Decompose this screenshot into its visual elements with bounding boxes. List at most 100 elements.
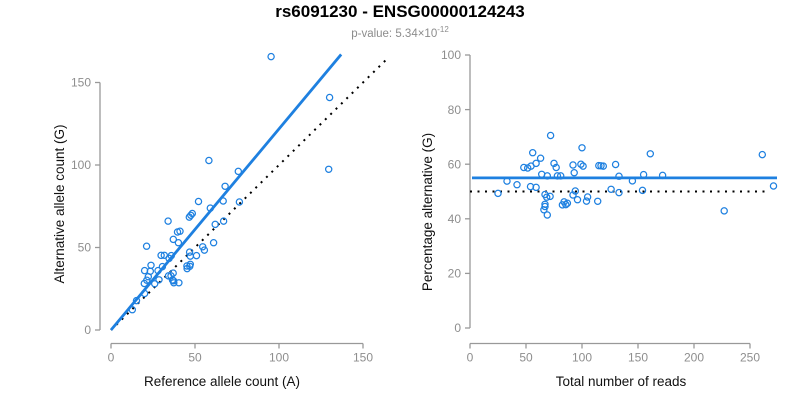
data-point bbox=[607, 185, 615, 194]
data-point bbox=[546, 131, 555, 140]
y-tick-label: 100 bbox=[71, 158, 91, 172]
data-point bbox=[144, 272, 153, 281]
data-point bbox=[582, 197, 591, 205]
data-point bbox=[541, 202, 549, 211]
data-points bbox=[128, 52, 334, 314]
data-point bbox=[523, 164, 532, 172]
y-tick-label: 40 bbox=[448, 212, 462, 226]
data-point bbox=[132, 296, 141, 305]
data-point bbox=[188, 209, 197, 218]
data-point bbox=[324, 165, 333, 174]
data-point bbox=[542, 193, 551, 201]
data-point bbox=[639, 170, 648, 179]
pvalue-text: p-value: 5.34×10 bbox=[351, 28, 438, 40]
data-point bbox=[573, 195, 582, 204]
data-point bbox=[553, 172, 562, 180]
data-point bbox=[211, 220, 219, 229]
data-point bbox=[552, 163, 560, 172]
data-point bbox=[325, 93, 334, 102]
x-tick-label: 0 bbox=[467, 351, 474, 365]
data-point bbox=[615, 172, 623, 180]
left-plot: 0 50 100 150 0 50 100 150 Reference allele count… bbox=[52, 52, 389, 389]
x-tick-label: 150 bbox=[353, 351, 373, 365]
data-point bbox=[638, 186, 647, 195]
data-point bbox=[543, 211, 552, 219]
data-point bbox=[200, 246, 209, 254]
data-point bbox=[563, 199, 572, 207]
data-point bbox=[494, 189, 502, 198]
data-point bbox=[157, 251, 165, 260]
x-tick-label: 200 bbox=[684, 351, 704, 365]
data-point bbox=[720, 207, 728, 215]
data-point bbox=[546, 192, 554, 201]
data-point bbox=[267, 52, 275, 61]
x-tick-label: 50 bbox=[519, 351, 533, 365]
x-tick-label: 100 bbox=[269, 351, 289, 365]
data-point bbox=[150, 280, 159, 288]
y-tick-label: 0 bbox=[454, 321, 461, 335]
x-tick-label: 150 bbox=[628, 351, 648, 365]
x-tick-label: 0 bbox=[108, 351, 115, 365]
data-point bbox=[155, 276, 163, 284]
data-point bbox=[176, 227, 184, 235]
data-point bbox=[128, 305, 137, 314]
x-tick-label: 100 bbox=[572, 351, 592, 365]
data-point bbox=[562, 200, 570, 209]
data-point bbox=[185, 248, 194, 256]
data-point bbox=[167, 251, 176, 260]
data-point bbox=[577, 160, 585, 168]
data-point bbox=[143, 276, 151, 284]
data-point bbox=[570, 168, 578, 177]
data-point bbox=[615, 188, 623, 197]
x-axis-label: Total number of reads bbox=[556, 374, 687, 389]
data-points bbox=[494, 131, 778, 219]
data-point bbox=[147, 261, 155, 270]
data-point bbox=[169, 235, 178, 244]
figure-title: rs6091230 - ENSG00000124243 bbox=[275, 2, 525, 21]
data-point bbox=[628, 177, 637, 185]
data-point bbox=[209, 238, 218, 247]
data-point bbox=[646, 150, 655, 158]
data-point bbox=[142, 242, 151, 250]
y-tick-label: 50 bbox=[78, 241, 92, 255]
data-point bbox=[520, 163, 528, 172]
data-point bbox=[571, 187, 580, 195]
y-tick-label: 0 bbox=[84, 323, 91, 337]
regression-line bbox=[109, 53, 343, 331]
y-tick-label: 100 bbox=[441, 48, 461, 62]
data-point bbox=[540, 206, 548, 214]
data-point bbox=[658, 171, 667, 180]
data-point bbox=[593, 197, 602, 206]
data-point bbox=[205, 156, 213, 165]
data-point bbox=[221, 182, 229, 191]
data-point bbox=[219, 217, 228, 225]
data-point bbox=[186, 262, 194, 271]
data-point bbox=[583, 193, 592, 201]
data-point bbox=[513, 180, 521, 189]
right-plot: 0 20 40 60 80 100 0 50 100 150 200 250 Total number … bbox=[420, 48, 778, 389]
data-point bbox=[578, 144, 586, 152]
data-point bbox=[154, 266, 162, 275]
y-tick-label: 80 bbox=[448, 103, 462, 117]
x-tick-label: 50 bbox=[188, 351, 202, 365]
data-point bbox=[550, 159, 558, 168]
data-point bbox=[579, 162, 587, 170]
data-point bbox=[235, 198, 244, 206]
figure-subtitle: p-value: 5.34×10-12 bbox=[0, 25, 800, 40]
data-point bbox=[569, 191, 577, 199]
data-point bbox=[543, 172, 552, 180]
data-point bbox=[611, 160, 620, 169]
data-point bbox=[569, 161, 577, 169]
data-point bbox=[187, 211, 195, 220]
y-tick-label: 60 bbox=[448, 157, 462, 171]
y-tick-label: 150 bbox=[71, 76, 91, 90]
data-point bbox=[164, 217, 172, 225]
data-point bbox=[599, 162, 608, 170]
data-point bbox=[158, 262, 167, 271]
data-point bbox=[174, 238, 183, 247]
data-point bbox=[175, 279, 183, 287]
data-point bbox=[532, 183, 540, 192]
data-point bbox=[170, 279, 178, 287]
